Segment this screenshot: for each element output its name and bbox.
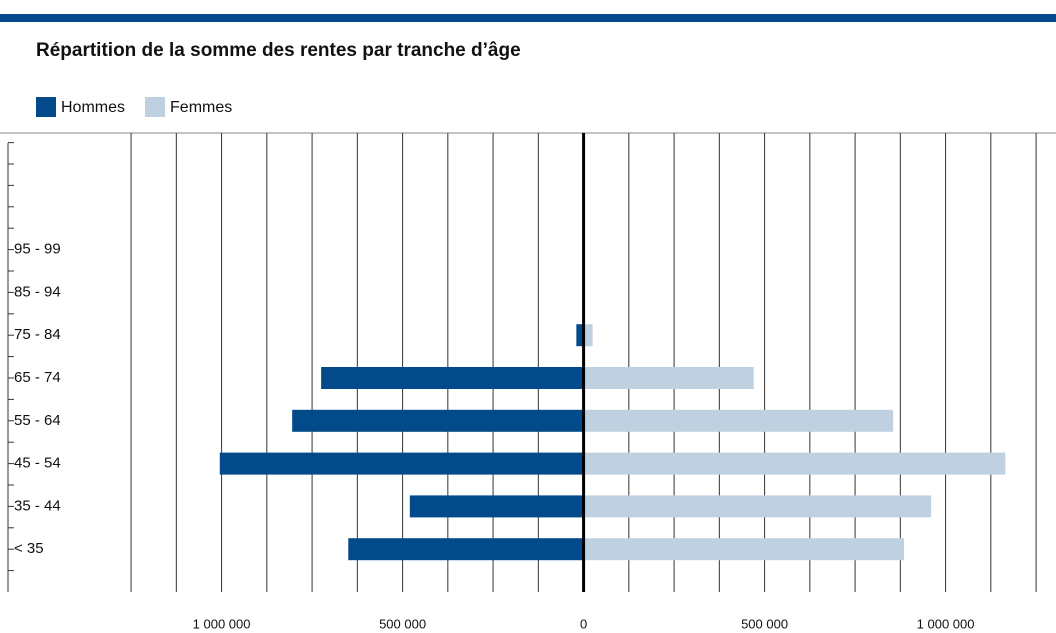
y-tick-label: 85 - 94 [14,283,61,300]
y-tick-label: 95 - 99 [14,241,61,258]
y-tick-label: 45 - 54 [14,455,61,472]
chart-title: Répartition de la somme des rentes par t… [36,40,521,61]
bar [219,452,584,475]
y-tick-label: < 35 [14,540,44,557]
bar [576,324,584,347]
bar [321,367,584,389]
bar [409,495,584,518]
legend-label: Femmes [170,99,232,116]
bar [583,367,754,389]
y-tick-label: 75 - 84 [14,326,61,343]
bar [583,452,1006,475]
top-band [0,14,1056,22]
x-tick-label: 500 000 [379,616,426,631]
bar [348,538,584,561]
y-tick-label: 35 - 44 [14,497,61,514]
x-tick-label: 1 000 000 [917,616,975,631]
bar [583,324,593,347]
legend-swatch [145,97,166,117]
bar [583,495,932,518]
bar [292,409,584,432]
legend-swatch [36,97,56,117]
x-tick-label: 1 000 000 [193,616,251,631]
legend-label: Hommes [61,99,125,116]
y-tick-label: 65 - 74 [14,369,61,386]
bar [583,409,894,432]
x-tick-label: 0 [580,616,587,631]
bar [583,538,904,561]
x-tick-label: 500 000 [741,616,788,631]
y-tick-label: 55 - 64 [14,412,61,429]
